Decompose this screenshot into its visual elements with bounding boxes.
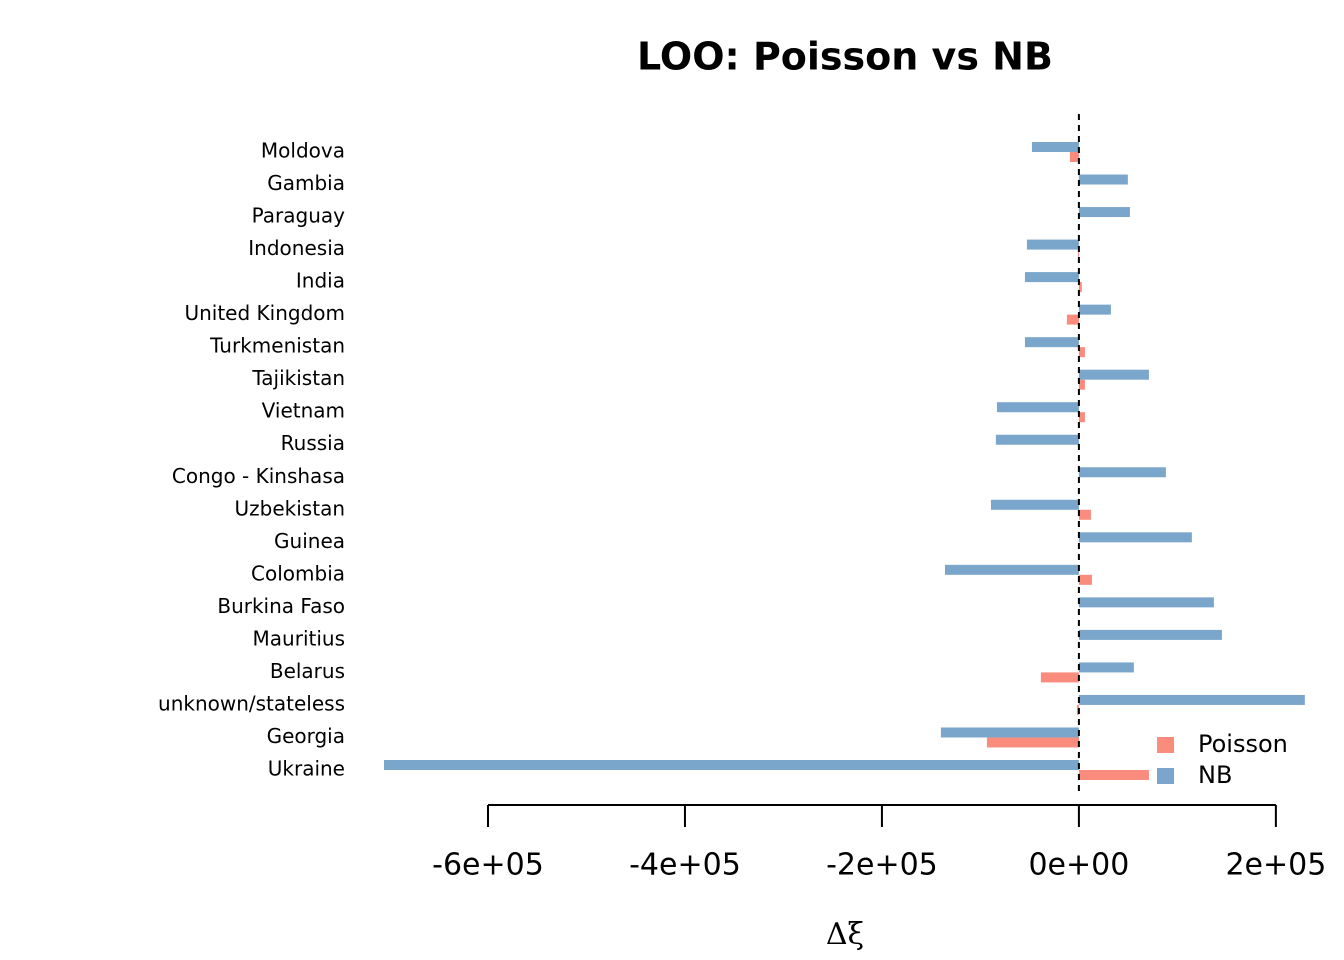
legend-swatch (1157, 768, 1174, 784)
x-tick-label: -2e+05 (826, 848, 938, 883)
category-label: unknown/stateless (158, 691, 345, 715)
bar (1026, 239, 1079, 250)
x-tick-label: -6e+05 (432, 848, 544, 883)
bar (940, 727, 1079, 738)
bar (1078, 532, 1192, 543)
bar (995, 434, 1079, 445)
category-label: India (296, 269, 345, 293)
bar (1078, 574, 1092, 585)
bar (1078, 282, 1082, 293)
bar (990, 499, 1079, 510)
bar (1078, 467, 1166, 478)
bar (1078, 412, 1085, 423)
chart-title: LOO: Poisson vs NB (637, 35, 1053, 79)
bar (383, 760, 1079, 770)
bar (1078, 347, 1085, 358)
category-label: Burkina Faso (217, 594, 345, 618)
category-label: United Kingdom (184, 301, 345, 325)
category-label: Gambia (267, 171, 345, 195)
bar (1024, 337, 1079, 348)
bar (1040, 672, 1079, 683)
x-tick-label: 2e+05 (1225, 848, 1326, 883)
legend-swatch (1157, 737, 1174, 753)
bar (1078, 304, 1111, 315)
category-label: Uzbekistan (235, 496, 345, 520)
bar (1078, 369, 1149, 380)
legend-label: NB (1198, 761, 1232, 789)
bar (1031, 142, 1079, 152)
bar (1078, 379, 1085, 390)
bar (1078, 597, 1214, 608)
bar (1078, 694, 1305, 705)
bar (996, 402, 1079, 413)
x-axis-label: Δξ (826, 917, 864, 952)
bar (1066, 314, 1079, 325)
category-label: Guinea (274, 529, 345, 553)
category-label: Turkmenistan (209, 334, 345, 358)
bar (1078, 629, 1222, 640)
category-label: Vietnam (262, 399, 345, 423)
x-tick-label: 0e+00 (1028, 848, 1129, 883)
bar (1077, 249, 1079, 260)
bar (1078, 207, 1130, 218)
bar (1069, 152, 1079, 162)
bar (1078, 770, 1149, 780)
category-label: Georgia (267, 724, 345, 748)
category-label: Colombia (251, 561, 345, 585)
legend-label: Poisson (1198, 730, 1288, 758)
bar (1078, 509, 1091, 520)
category-label: Belarus (270, 659, 345, 683)
x-tick-label: -4e+05 (629, 848, 741, 883)
category-label: Moldova (261, 139, 345, 163)
category-label: Russia (281, 431, 345, 455)
category-label: Indonesia (248, 236, 345, 260)
bar (1078, 174, 1128, 185)
category-label: Ukraine (268, 757, 345, 781)
category-label: Congo - Kinshasa (172, 464, 345, 488)
bar (1024, 272, 1079, 283)
bar (986, 737, 1079, 748)
bar (1078, 662, 1134, 673)
category-label: Tajikistan (251, 366, 345, 390)
category-label: Paraguay (252, 204, 346, 228)
bar (944, 564, 1079, 575)
category-label: Mauritius (253, 626, 345, 650)
